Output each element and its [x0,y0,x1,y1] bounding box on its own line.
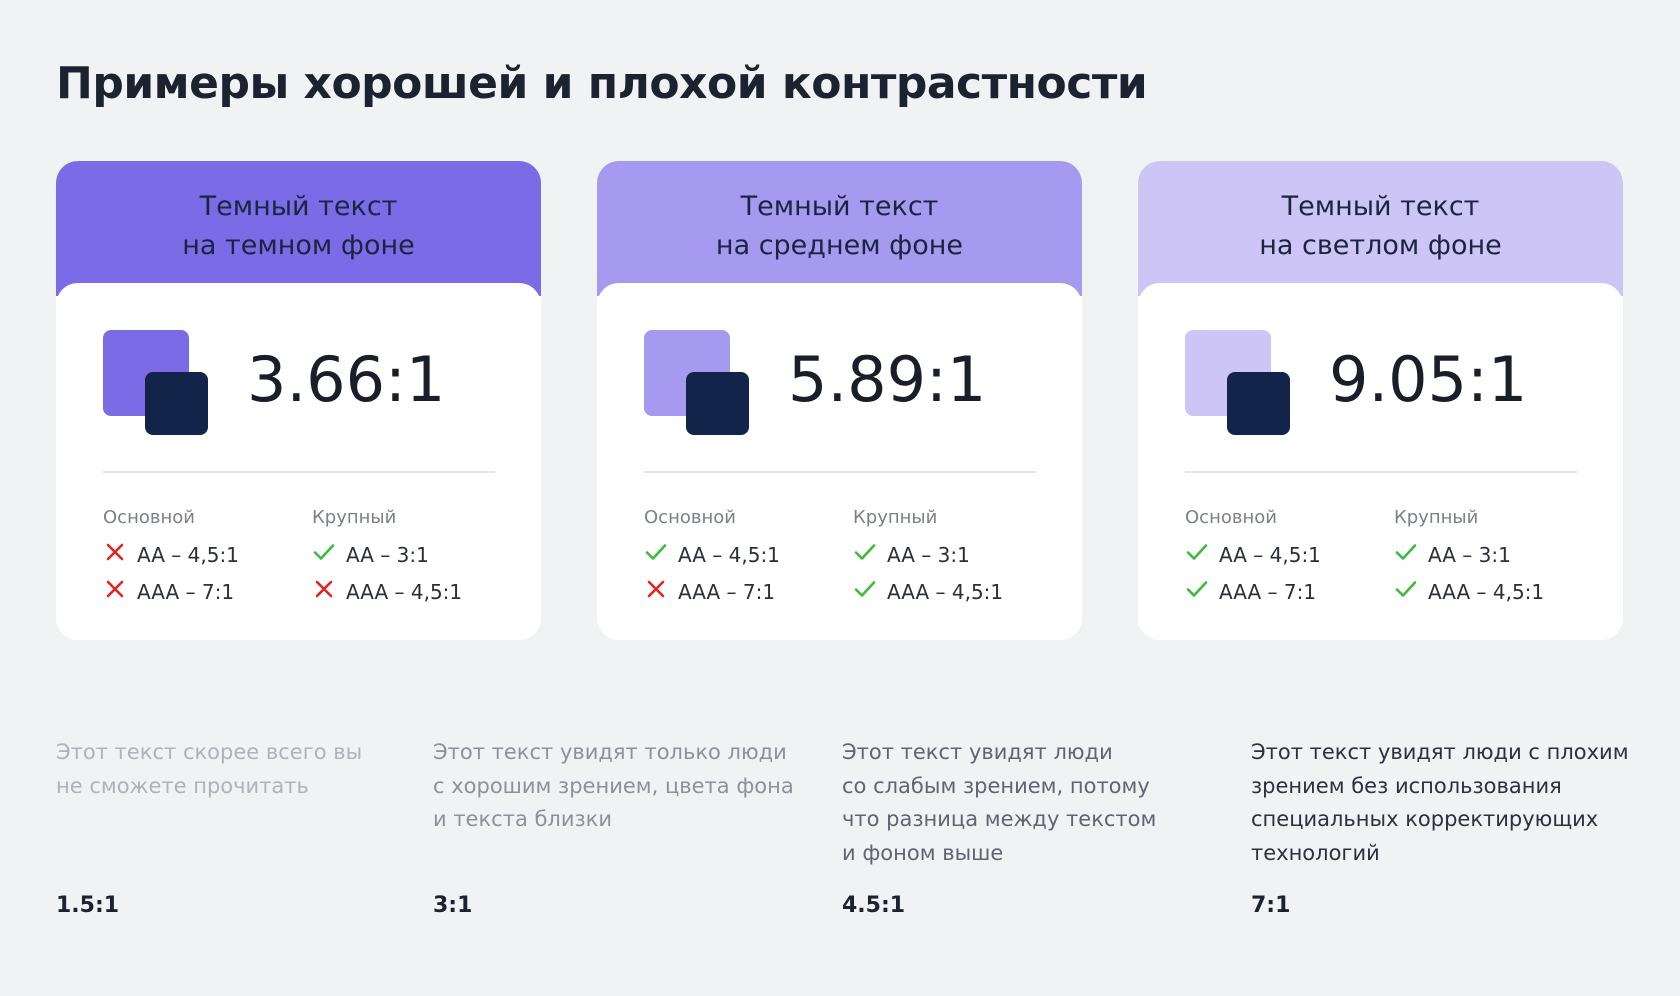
criteria-column: Крупный AA – 3:1 AAA – 4,5:1 [853,507,1003,610]
criterion-text: AAA – 7:1 [1219,579,1317,604]
criterion-text: AAA – 4,5:1 [1428,579,1545,604]
note-line: со слабым зрением, потому [842,773,1150,798]
column-label: Основной [103,507,195,528]
header-line: Темный текст [199,191,398,222]
fail-icon [103,540,137,569]
criteria-column: Основной AA – 4,5:1 AAA – 7:1 [1185,507,1321,610]
criterion-text: AAA – 4,5:1 [887,579,1004,604]
criterion-text: AAA – 7:1 [137,579,235,604]
note-line: Этот текст увидят люди с плохим [1251,740,1629,764]
note-text: Этот текст увидят только люди с хорошим з… [433,736,794,837]
contrast-ratio: 9.05:1 [1329,343,1528,416]
pass-icon [1185,577,1219,606]
criterion: AAA – 7:1 [644,573,780,610]
note-ratio: 3:1 [433,893,473,918]
pass-icon [644,540,678,569]
note-line: технологий [1251,840,1380,865]
note-line: не сможете прочитать [56,773,309,798]
note-line: Этот текст скорее всего вы [56,740,363,764]
contrast-ratio: 5.89:1 [788,343,987,416]
fail-icon [312,577,346,606]
header-text: Темный текст на темном фоне [56,161,541,265]
header-line: на темном фоне [182,230,415,261]
note-line: и фоном выше [842,840,1004,865]
pass-icon [1185,540,1219,569]
criterion-text: AA – 4,5:1 [137,542,239,567]
note-ratio: 4.5:1 [842,893,906,918]
note-text: Этот текст увидят люди с плохим зрением б… [1251,736,1629,870]
criterion: AA – 3:1 [1394,536,1544,573]
note-line: с хорошим зрением, цвета фона [433,773,794,798]
pass-icon [853,577,887,606]
note-line: специальных корректирующих [1251,807,1599,831]
criterion-text: AA – 4,5:1 [678,542,780,567]
criterion: AA – 4,5:1 [103,536,239,573]
pass-icon [1394,540,1428,569]
criterion: AA – 4,5:1 [644,536,780,573]
criteria-column: Основной AA – 4,5:1 AAA – 7:1 [644,507,780,610]
criterion: AAA – 4,5:1 [312,573,462,610]
criterion-text: AA – 3:1 [1428,542,1511,567]
header-line: на среднем фоне [715,230,964,261]
column-label: Крупный [312,507,397,528]
pass-icon [853,540,887,569]
header-line: Темный текст [740,191,939,222]
note-line: что разница между текстом [842,807,1157,831]
text-swatch [686,372,749,435]
card-body: 5.89:1 Основной AA – 4,5:1 AAA – 7:1 Крупный… [597,283,1082,640]
card: Темный текст на светлом фоне 9.05:1 Основно… [1138,161,1623,640]
column-label: Крупный [853,507,938,528]
criteria-column: Крупный AA – 3:1 AAA – 4,5:1 [312,507,462,610]
card-header: Темный текст на темном фоне [56,161,541,296]
text-swatch [145,372,208,435]
card-header: Темный текст на светлом фоне [1138,161,1623,296]
criterion: AAA – 7:1 [1185,573,1321,610]
criterion-text: AA – 4,5:1 [1219,542,1321,567]
note-ratio: 1.5:1 [56,893,120,918]
pass-icon [1394,577,1428,606]
note-line: и текста близки [433,807,613,831]
note-line: Этот текст увидят только люди [433,740,787,764]
column-label: Основной [1185,507,1277,528]
title: Примеры хорошей и плохой контрастности [56,58,1148,109]
criterion: AA – 4,5:1 [1185,536,1321,573]
criterion-text: AA – 3:1 [346,542,429,567]
card-body: 9.05:1 Основной AA – 4,5:1 AAA – 7:1 Крупный… [1138,283,1623,640]
criterion-text: AAA – 4,5:1 [346,579,463,604]
card-body: 3.66:1 Основной AA – 4,5:1 AAA – 7:1 Крупный… [56,283,541,640]
card: Темный текст на темном фоне 3.66:1 Основной… [56,161,541,640]
note-text: Этот текст скорее всего вы не сможете про… [56,736,362,803]
column-label: Основной [644,507,736,528]
fail-icon [103,577,137,606]
text-swatch [1227,372,1290,435]
criteria-column: Основной AA – 4,5:1 AAA – 7:1 [103,507,239,610]
criteria-column: Крупный AA – 3:1 AAA – 4,5:1 [1394,507,1544,610]
divider [644,471,1036,473]
note-line: зрением без использования [1251,773,1562,798]
header-line: на светлом фоне [1259,230,1502,261]
note-line: Этот текст увидят люди [842,740,1113,764]
criterion-text: AA – 3:1 [887,542,970,567]
column-label: Крупный [1394,507,1479,528]
criterion: AAA – 7:1 [103,573,239,610]
divider [1185,471,1577,473]
header-text: Темный текст на среднем фоне [597,161,1082,265]
criterion: AA – 3:1 [853,536,1003,573]
criterion: AA – 3:1 [312,536,462,573]
header-line: Темный текст [1281,191,1480,222]
card-header: Темный текст на среднем фоне [597,161,1082,296]
pass-icon [312,540,346,569]
note-ratio: 7:1 [1251,893,1291,918]
card: Темный текст на среднем фоне 5.89:1 Основно… [597,161,1082,640]
fail-icon [644,577,678,606]
contrast-ratio: 3.66:1 [247,343,446,416]
divider [103,471,495,473]
criterion: AAA – 4,5:1 [1394,573,1544,610]
note-text: Этот текст увидят люди со слабым зрением,… [842,736,1156,870]
header-text: Темный текст на светлом фоне [1138,161,1623,265]
criterion-text: AAA – 7:1 [678,579,776,604]
criterion: AAA – 4,5:1 [853,573,1003,610]
